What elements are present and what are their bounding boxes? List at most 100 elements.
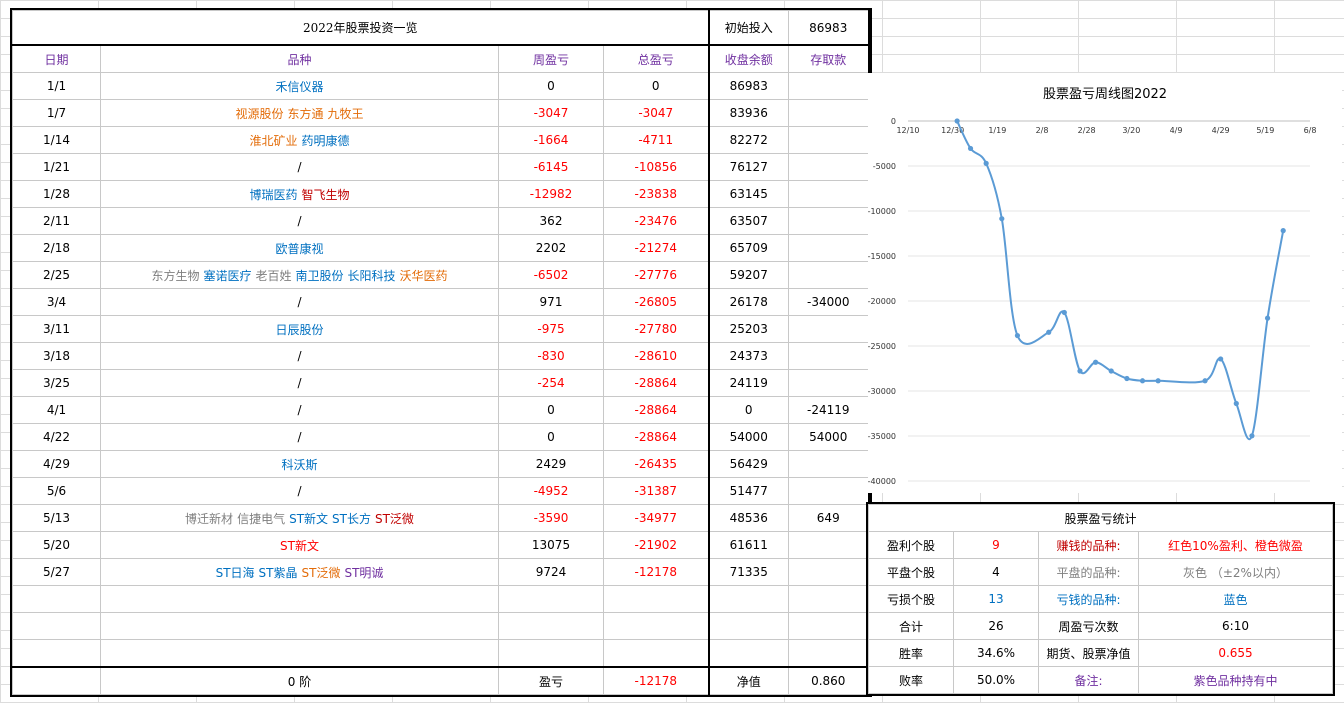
total-pl-cell[interactable]: -28864 xyxy=(603,423,709,451)
total-pl-cell[interactable]: -10856 xyxy=(603,153,709,181)
date-cell[interactable]: 1/28 xyxy=(12,180,101,208)
total-pl-cell[interactable]: -26435 xyxy=(603,450,709,478)
empty-cell[interactable] xyxy=(100,585,499,613)
stats-key[interactable]: 平盘的品种: xyxy=(1038,558,1139,586)
weekly-pl-cell[interactable]: 0 xyxy=(498,396,604,424)
pl-label[interactable]: 盈亏 xyxy=(498,666,604,695)
empty-cell[interactable] xyxy=(603,639,709,668)
total-pl-cell[interactable]: -4711 xyxy=(603,126,709,154)
empty-cell[interactable] xyxy=(603,612,709,640)
weekly-pl-cell[interactable]: -12982 xyxy=(498,180,604,208)
weekly-pl-chart[interactable]: 股票盈亏周线图2022 0 -5000 -10000 -15000 -20000 -250… xyxy=(868,73,1342,493)
total-pl-cell[interactable]: -28610 xyxy=(603,342,709,370)
date-cell[interactable]: 4/1 xyxy=(12,396,101,424)
empty-cell[interactable] xyxy=(788,585,870,613)
stats-key[interactable]: 赚钱的品种: xyxy=(1038,531,1139,559)
total-pl-cell[interactable]: -27776 xyxy=(603,261,709,289)
date-cell[interactable]: 2/18 xyxy=(12,234,101,262)
deposit-cell[interactable] xyxy=(788,126,870,154)
total-pl-cell[interactable]: -21274 xyxy=(603,234,709,262)
initial-investment-label[interactable]: 初始投入 xyxy=(707,10,789,46)
stocks-cell[interactable]: ST新文 xyxy=(100,531,499,559)
header-date[interactable]: 日期 xyxy=(12,44,101,73)
stocks-cell[interactable]: 淮北矿业 药明康德 xyxy=(100,126,499,154)
weekly-pl-cell[interactable]: 0 xyxy=(498,72,604,100)
stocks-cell[interactable]: 禾信仪器 xyxy=(100,72,499,100)
stats-value[interactable]: 34.6% xyxy=(953,639,1039,667)
date-cell[interactable]: 4/29 xyxy=(12,450,101,478)
total-pl-cell[interactable]: 0 xyxy=(603,72,709,100)
balance-cell[interactable]: 76127 xyxy=(707,153,789,181)
stats-label[interactable]: 平盘个股 xyxy=(868,558,954,586)
balance-cell[interactable]: 26178 xyxy=(707,288,789,316)
empty-cell[interactable] xyxy=(12,639,101,668)
balance-cell[interactable]: 59207 xyxy=(707,261,789,289)
deposit-cell[interactable]: 54000 xyxy=(788,423,870,451)
balance-cell[interactable]: 25203 xyxy=(707,315,789,343)
date-cell[interactable]: 3/4 xyxy=(12,288,101,316)
deposit-cell[interactable] xyxy=(788,369,870,397)
total-pl-cell[interactable]: -26805 xyxy=(603,288,709,316)
stocks-cell[interactable]: 科沃斯 xyxy=(100,450,499,478)
balance-cell[interactable]: 63507 xyxy=(707,207,789,235)
stocks-cell[interactable]: 欧普康视 xyxy=(100,234,499,262)
stage-cell[interactable]: 0 阶 xyxy=(100,666,499,695)
empty-cell[interactable] xyxy=(498,612,604,640)
total-pl-cell[interactable]: -28864 xyxy=(603,369,709,397)
date-cell[interactable]: 1/7 xyxy=(12,99,101,127)
date-cell[interactable]: 5/13 xyxy=(12,504,101,532)
stocks-cell[interactable]: / xyxy=(100,342,499,370)
stocks-cell[interactable]: ST日海 ST紫晶 ST泛微 ST明诚 xyxy=(100,558,499,586)
stats-value[interactable]: 26 xyxy=(953,612,1039,640)
nav-label[interactable]: 净值 xyxy=(707,666,789,695)
weekly-pl-cell[interactable]: -830 xyxy=(498,342,604,370)
stats-key[interactable]: 备注: xyxy=(1038,666,1139,694)
balance-cell[interactable]: 0 xyxy=(707,396,789,424)
stats-note[interactable]: 灰色 （±2%以内） xyxy=(1138,558,1333,586)
empty-cell[interactable] xyxy=(498,585,604,613)
header-total-pl[interactable]: 总盈亏 xyxy=(603,44,709,73)
deposit-cell[interactable] xyxy=(788,180,870,208)
stats-key[interactable]: 周盈亏次数 xyxy=(1038,612,1139,640)
empty-cell[interactable] xyxy=(100,639,499,668)
balance-cell[interactable]: 61611 xyxy=(707,531,789,559)
stats-note[interactable]: 6:10 xyxy=(1138,612,1333,640)
empty-cell[interactable] xyxy=(707,612,789,640)
stats-note[interactable]: 红色10%盈利、橙色微盈 xyxy=(1138,531,1333,559)
empty-cell[interactable] xyxy=(788,639,870,668)
balance-cell[interactable]: 54000 xyxy=(707,423,789,451)
stats-note[interactable]: 蓝色 xyxy=(1138,585,1333,613)
empty-cell[interactable] xyxy=(12,612,101,640)
weekly-pl-cell[interactable]: -254 xyxy=(498,369,604,397)
weekly-pl-cell[interactable]: -6145 xyxy=(498,153,604,181)
stats-label[interactable]: 胜率 xyxy=(868,639,954,667)
stats-label[interactable]: 亏损个股 xyxy=(868,585,954,613)
header-balance[interactable]: 收盘余额 xyxy=(707,44,789,73)
deposit-cell[interactable] xyxy=(788,207,870,235)
balance-cell[interactable]: 24119 xyxy=(707,369,789,397)
nav-value[interactable]: 0.860 xyxy=(788,666,870,695)
weekly-pl-cell[interactable]: 2429 xyxy=(498,450,604,478)
header-deposit[interactable]: 存取款 xyxy=(788,44,870,73)
stocks-cell[interactable]: / xyxy=(100,288,499,316)
stats-value[interactable]: 50.0% xyxy=(953,666,1039,694)
date-cell[interactable]: 1/14 xyxy=(12,126,101,154)
date-cell[interactable]: 5/27 xyxy=(12,558,101,586)
sheet-title[interactable]: 2022年股票投资一览 xyxy=(12,10,709,46)
weekly-pl-cell[interactable]: 13075 xyxy=(498,531,604,559)
empty-cell[interactable] xyxy=(12,666,101,695)
balance-cell[interactable]: 56429 xyxy=(707,450,789,478)
empty-cell[interactable] xyxy=(498,639,604,668)
balance-cell[interactable]: 86983 xyxy=(707,72,789,100)
total-pl-cell[interactable]: -12178 xyxy=(603,558,709,586)
stocks-cell[interactable]: 博瑞医药 智飞生物 xyxy=(100,180,499,208)
date-cell[interactable]: 5/6 xyxy=(12,477,101,505)
date-cell[interactable]: 3/25 xyxy=(12,369,101,397)
stocks-cell[interactable]: / xyxy=(100,396,499,424)
empty-cell[interactable] xyxy=(788,612,870,640)
stocks-cell[interactable]: 东方生物 塞诺医疗 老百姓 南卫股份 长阳科技 沃华医药 xyxy=(100,261,499,289)
deposit-cell[interactable]: -24119 xyxy=(788,396,870,424)
deposit-cell[interactable] xyxy=(788,234,870,262)
balance-cell[interactable]: 51477 xyxy=(707,477,789,505)
deposit-cell[interactable]: -34000 xyxy=(788,288,870,316)
